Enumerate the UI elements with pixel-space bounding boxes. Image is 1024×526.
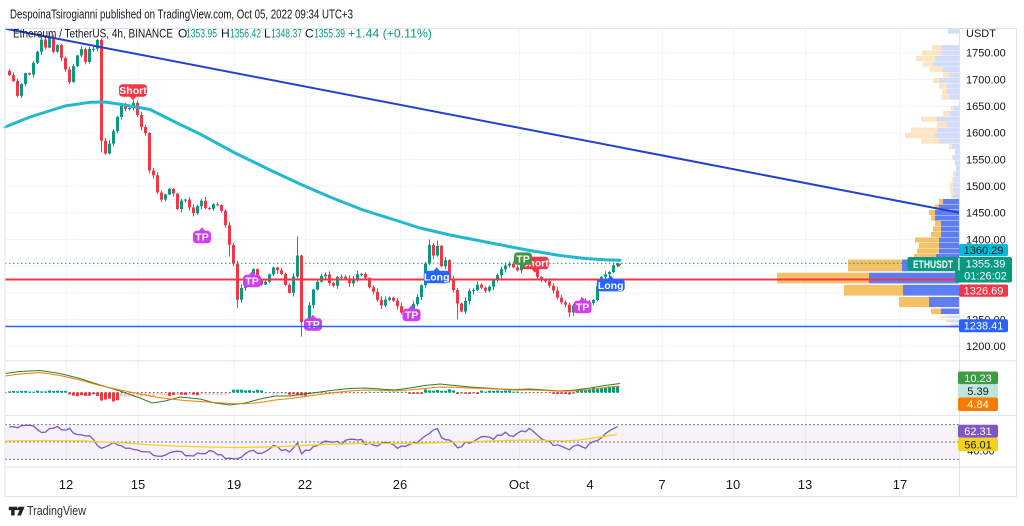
svg-text:1500.00: 1500.00 <box>966 181 1006 193</box>
svg-text:19: 19 <box>227 477 241 492</box>
svg-text:Ethereum / TetherUS, 4h, BINAN: Ethereum / TetherUS, 4h, BINANCE <box>13 26 173 40</box>
svg-text:Long: Long <box>598 280 624 292</box>
svg-text:1326.69: 1326.69 <box>964 286 1004 298</box>
svg-text:1650.00: 1650.00 <box>966 101 1006 113</box>
svg-text:1360.29: 1360.29 <box>964 245 1004 257</box>
svg-text:1450.00: 1450.00 <box>966 208 1006 220</box>
svg-text:TP: TP <box>576 302 589 314</box>
svg-text:1700.00: 1700.00 <box>966 74 1006 86</box>
svg-text:26: 26 <box>393 477 407 492</box>
svg-text:TradingView: TradingView <box>27 504 87 518</box>
svg-text:DespoinaTsirogianni published: DespoinaTsirogianni published on Trading… <box>10 7 353 22</box>
svg-text:TP: TP <box>516 253 529 265</box>
svg-text:1355.39: 1355.39 <box>314 26 345 40</box>
svg-text:TP: TP <box>245 276 258 288</box>
svg-text:22: 22 <box>298 477 312 492</box>
svg-text:TP: TP <box>405 310 418 322</box>
svg-text:12: 12 <box>59 477 73 492</box>
svg-text:ETHUSDT: ETHUSDT <box>913 259 953 271</box>
svg-text:7: 7 <box>658 477 665 492</box>
svg-text:1550.00: 1550.00 <box>966 154 1006 166</box>
svg-text:1238.41: 1238.41 <box>964 321 1004 333</box>
svg-text:1353.95: 1353.95 <box>186 26 217 40</box>
svg-text:USDT: USDT <box>966 28 996 40</box>
svg-text:O: O <box>178 26 187 40</box>
svg-text:17: 17 <box>893 477 907 492</box>
svg-text:+1.44 (+0.11%): +1.44 (+0.11%) <box>348 26 432 40</box>
svg-text:Long: Long <box>424 272 450 284</box>
svg-text:1356.42: 1356.42 <box>230 26 261 40</box>
svg-text:1400.00: 1400.00 <box>966 234 1006 246</box>
svg-text:10.23: 10.23 <box>964 373 992 385</box>
svg-text:5.39: 5.39 <box>967 386 988 398</box>
svg-text:TP: TP <box>306 319 319 331</box>
svg-text:C: C <box>305 26 314 40</box>
svg-text:Oct: Oct <box>509 477 530 492</box>
svg-text:Short: Short <box>119 85 147 97</box>
svg-text:1750.00: 1750.00 <box>966 48 1006 60</box>
svg-text:1348.37: 1348.37 <box>271 26 302 40</box>
svg-text:4: 4 <box>586 477 593 492</box>
svg-text:H: H <box>221 26 230 40</box>
svg-text:15: 15 <box>131 477 145 492</box>
svg-text:10: 10 <box>726 477 740 492</box>
svg-text:1200.00: 1200.00 <box>966 341 1006 353</box>
svg-text:56.01: 56.01 <box>964 439 992 451</box>
svg-text:13: 13 <box>798 477 812 492</box>
svg-text:L: L <box>264 26 271 40</box>
svg-text:TP: TP <box>195 232 208 244</box>
svg-text:1355.39: 1355.39 <box>966 258 1006 270</box>
svg-text:4.84: 4.84 <box>967 399 988 411</box>
svg-text:1600.00: 1600.00 <box>966 128 1006 140</box>
svg-text:01:26:02: 01:26:02 <box>964 270 1007 282</box>
svg-text:62.31: 62.31 <box>964 426 992 438</box>
